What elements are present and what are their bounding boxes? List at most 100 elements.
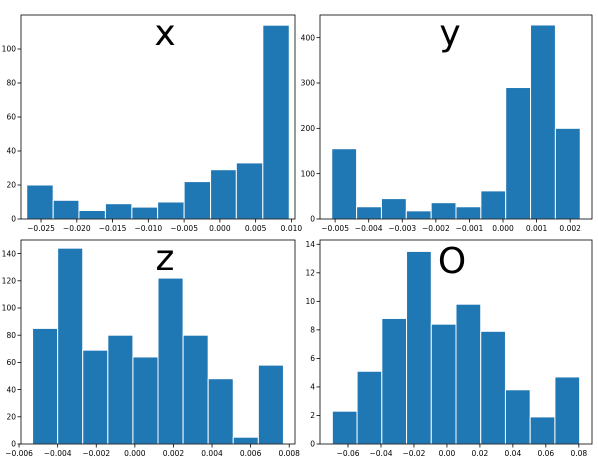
x-tick-label: 0.00 [439,449,456,458]
y-tick-label: 20 [6,181,16,190]
panel-title: x [154,13,175,54]
histogram-bar [405,210,432,220]
histogram-bar [356,206,382,220]
x-tick-label: 0.04 [505,449,522,458]
x-tick-label: 0.000 [124,449,146,458]
x-tick-label: −0.004 [44,449,72,458]
histogram-bar [505,87,532,220]
histogram-bar [380,198,407,220]
y-tick-label: 0 [310,215,315,224]
histogram-bar [430,323,457,445]
x-tick-label: −0.015 [99,224,127,233]
x-tick-label: 0.000 [209,224,231,233]
histogram-bar [331,410,358,445]
histogram-bar [504,389,531,445]
histogram-bar [157,201,185,220]
y-tick-label: 10 [305,297,315,306]
plot-frame [319,239,593,445]
y-tick-label: 300 [301,79,316,88]
histogram-bar [78,210,106,220]
x-tick-label: −0.003 [388,224,416,233]
histogram-bar [182,334,209,445]
histogram-bar [430,202,457,220]
x-tick-label: 0.010 [281,224,303,233]
x-tick-label: 0.08 [570,449,587,458]
y-tick-label: 2 [310,411,315,420]
x-tick-label: 0.002 [559,224,581,233]
x-tick-label: −0.02 [402,449,425,458]
x-tick-label: 0.02 [472,449,489,458]
histogram-bar [529,416,556,445]
x-tick-label: −0.001 [456,224,484,233]
x-tick-label: 0.000 [492,224,514,233]
histogram-bar [57,247,84,445]
histogram-bar [530,24,556,220]
x-tick-label: −0.002 [422,224,450,233]
histogram-panel-O: −0.06 −0.04 −0.02 0.00 0.02 0.04 0.06 0.08 0 2 4 6 8… [305,239,593,458]
x-tick-label: −0.06 [337,449,360,458]
histogram-bar [455,206,482,220]
y-tick-label: 14 [305,240,315,249]
histogram-bar [157,277,184,445]
histogram-bar [32,327,59,445]
y-tick-label: 120 [2,277,17,286]
x-tick-label: −0.04 [370,449,393,458]
histogram-bar [26,184,54,220]
y-tick-label: 200 [301,124,316,133]
x-tick-label: −0.004 [355,224,383,233]
panel-title: O [438,241,466,282]
y-tick-label: 60 [6,113,16,122]
y-tick-label: 80 [6,331,16,340]
plot-frame [20,239,296,445]
x-tick-label: −0.020 [63,224,91,233]
x-tick-label: −0.006 [5,449,33,458]
histogram-bar [455,303,482,445]
y-tick-label: 60 [6,358,16,367]
x-tick-label: 0.004 [201,449,223,458]
histogram-bar [480,330,506,445]
histogram-bar [480,190,507,220]
y-tick-label: 20 [6,413,16,422]
y-tick-label: 100 [301,169,316,178]
histogram-bar [131,206,159,220]
y-tick-label: 400 [301,33,316,42]
x-tick-label: −0.010 [134,224,162,233]
histogram-panel-y: −0.005 −0.004 −0.003 −0.002 −0.001 0.000 0.001… [301,13,593,233]
histogram-bar [82,349,109,445]
histogram-bar [132,356,159,445]
histogram-bar [331,148,358,220]
y-tick-label: 40 [6,385,16,394]
y-tick-label: 4 [310,383,315,392]
y-tick-label: 0 [310,440,315,449]
histogram-bar [232,436,259,445]
histogram-bar [262,24,290,220]
histogram-bar [52,199,80,220]
x-tick-label: −0.025 [27,224,55,233]
y-tick-label: 80 [6,79,16,88]
histogram-bar [210,169,237,220]
x-tick-label: 0.005 [245,224,267,233]
histogram-bar [257,364,284,445]
y-tick-label: 100 [2,304,17,313]
histogram-bar [554,376,581,445]
x-tick-label: 0.006 [240,449,262,458]
histogram-bar [104,203,133,220]
x-tick-label: 0.001 [526,224,548,233]
y-tick-label: 100 [2,45,17,54]
y-tick-label: 40 [6,147,16,156]
histogram-panel-x: −0.025 −0.020 −0.015 −0.010 −0.005 0.000 0.005… [2,13,303,233]
x-tick-label: 0.06 [537,449,554,458]
x-tick-label: −0.002 [82,449,110,458]
histogram-bar [183,181,212,220]
histogram-bar [107,334,134,445]
y-tick-label: 0 [11,215,16,224]
y-tick-label: 0 [11,440,16,449]
x-tick-label: −0.005 [170,224,198,233]
histogram-bar [235,162,264,220]
x-tick-label: 0.002 [163,449,185,458]
histogram-bar [381,317,408,445]
y-tick-label: 6 [310,354,315,363]
y-tick-label: 12 [305,269,315,278]
histogram-bar [207,378,234,445]
histogram-panel-z: −0.006 −0.004 −0.002 0.000 0.002 0.004 0.006 0.… [2,238,300,458]
